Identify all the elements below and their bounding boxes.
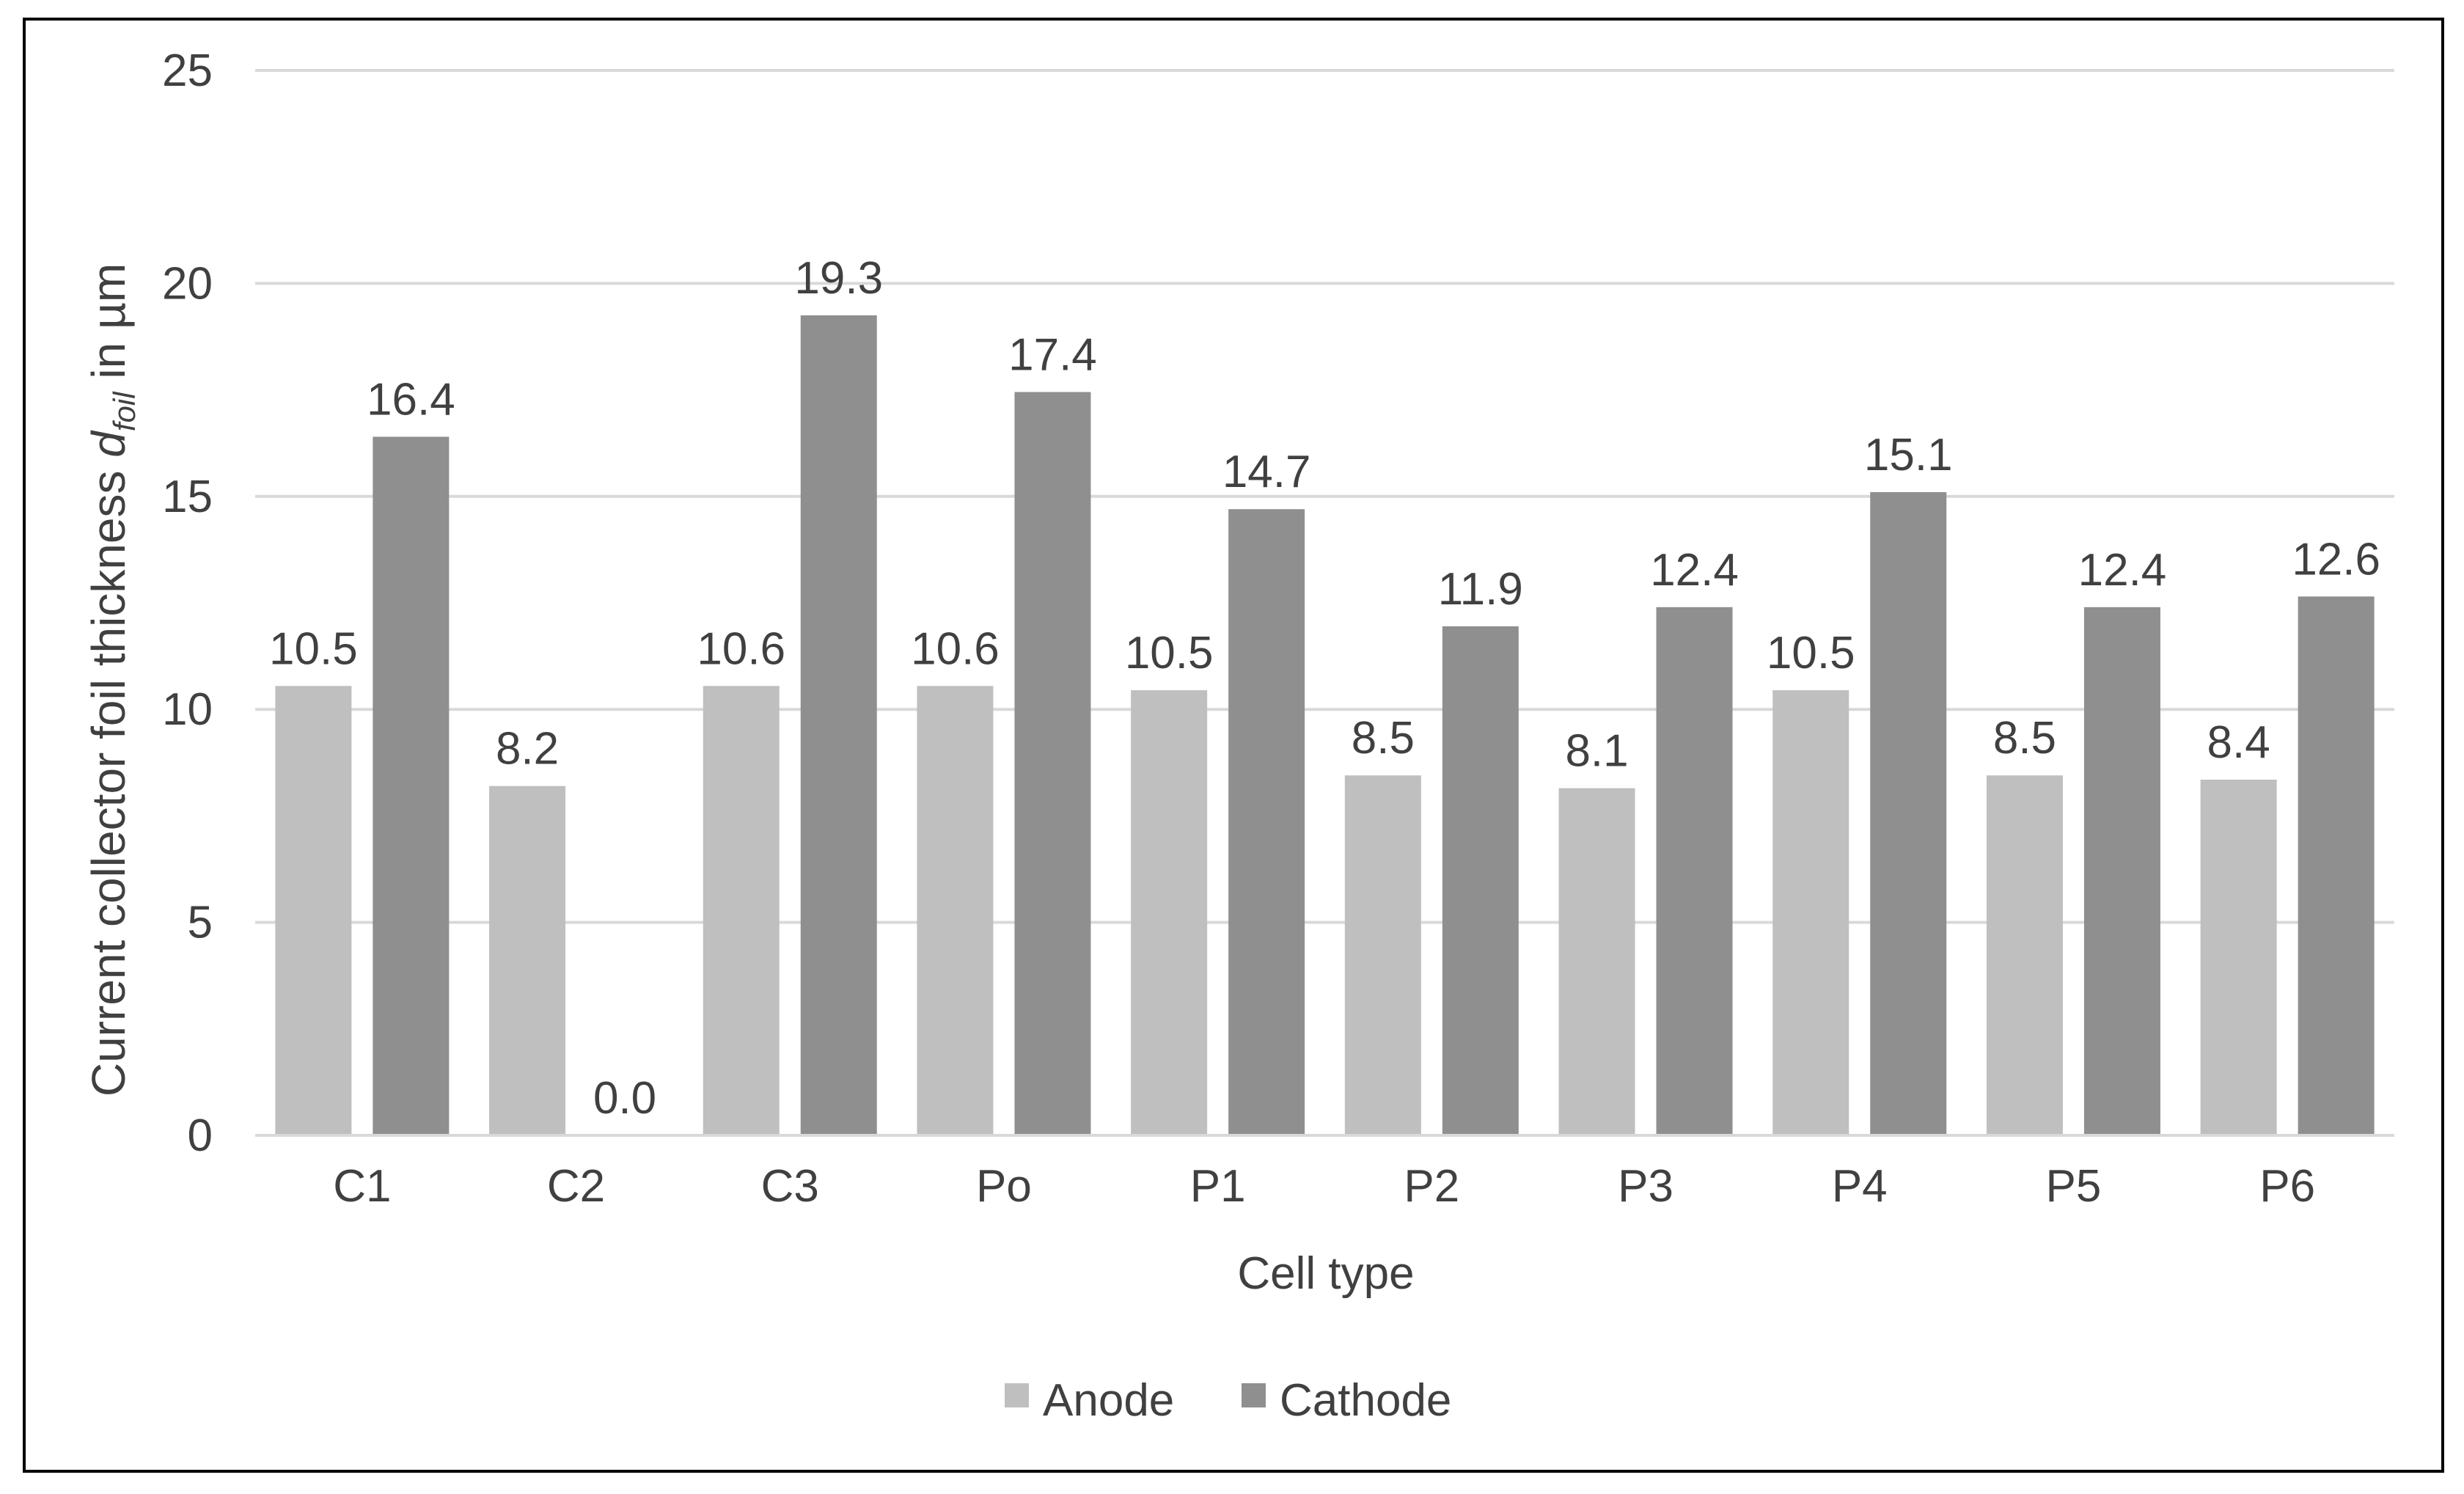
data-label-anode: 10.5 bbox=[1767, 628, 1855, 678]
x-tick-label: C3 bbox=[761, 1161, 819, 1212]
legend-label-cathode: Cathode bbox=[1280, 1375, 1451, 1426]
y-axis-label-symbol: d bbox=[82, 430, 135, 458]
bars bbox=[275, 315, 2375, 1136]
bar-cathode-p3 bbox=[1656, 607, 1733, 1135]
data-label-cathode: 0.0 bbox=[593, 1073, 656, 1124]
x-tick-label: P1 bbox=[1190, 1161, 1246, 1212]
bar-cathode-p1 bbox=[1228, 509, 1305, 1135]
data-label-anode: 10.5 bbox=[1125, 628, 1214, 678]
legend-label-anode: Anode bbox=[1043, 1375, 1174, 1426]
data-label-cathode: 17.4 bbox=[1008, 330, 1097, 381]
x-axis-ticks: C1 C2 C3 Po P1 P2 P3 P4 P5 P6 bbox=[333, 1161, 2315, 1212]
data-label-cathode: 15.1 bbox=[1864, 430, 1953, 480]
x-tick-label: P2 bbox=[1404, 1161, 1459, 1212]
x-tick-label: P4 bbox=[1832, 1161, 1888, 1212]
data-label-anode: 10.6 bbox=[697, 623, 785, 674]
x-tick-label: Po bbox=[976, 1161, 1032, 1212]
y-tick-label: 5 bbox=[188, 898, 213, 948]
y-tick-label: 0 bbox=[188, 1110, 213, 1161]
legend-swatch-cathode bbox=[1242, 1383, 1266, 1407]
bar-anode-c3 bbox=[703, 686, 780, 1135]
bar-cathode-c3 bbox=[800, 315, 877, 1136]
bar-anode-c2 bbox=[489, 786, 566, 1135]
data-label-cathode: 12.6 bbox=[2292, 534, 2380, 585]
data-label-anode: 10.5 bbox=[269, 623, 358, 674]
y-axis-label-main: Current collector foil thickness bbox=[82, 458, 135, 1096]
y-tick-label: 20 bbox=[162, 258, 213, 309]
bar-anode-c1 bbox=[275, 686, 352, 1135]
y-axis-label: Current collector foil thickness dfoil i… bbox=[82, 263, 142, 1096]
bar-cathode-p2 bbox=[1442, 626, 1519, 1135]
x-tick-label: C2 bbox=[547, 1161, 605, 1212]
bar-anode-p1 bbox=[1131, 690, 1208, 1135]
y-tick-label: 10 bbox=[162, 684, 213, 735]
x-axis-label: Cell type bbox=[1237, 1248, 1414, 1299]
data-label-cathode: 12.4 bbox=[1650, 545, 1739, 596]
data-label-anode: 8.5 bbox=[1993, 713, 2056, 764]
bar-cathode-c1 bbox=[373, 436, 450, 1135]
bar-anode-po bbox=[917, 686, 994, 1135]
x-tick-label: P5 bbox=[2046, 1161, 2102, 1212]
legend: Anode Cathode bbox=[1005, 1375, 1451, 1426]
bar-anode-p2 bbox=[1344, 775, 1421, 1135]
bar-cathode-p6 bbox=[2298, 596, 2375, 1135]
data-label-cathode: 14.7 bbox=[1222, 447, 1311, 497]
bar-anode-p4 bbox=[1772, 690, 1849, 1135]
data-label-anode: 8.4 bbox=[2207, 717, 2270, 768]
data-label-cathode: 19.3 bbox=[794, 253, 883, 304]
data-label-cathode: 16.4 bbox=[367, 374, 455, 425]
data-label-anode: 8.5 bbox=[1352, 713, 1415, 764]
x-tick-label: C1 bbox=[333, 1161, 391, 1212]
bar-cathode-p4 bbox=[1870, 491, 1947, 1135]
y-axis-ticks: 0 5 10 15 20 25 bbox=[162, 45, 213, 1161]
y-tick-label: 15 bbox=[162, 472, 213, 522]
x-tick-label: P6 bbox=[2259, 1161, 2315, 1212]
y-axis-label-subscript: foil bbox=[107, 391, 142, 431]
data-labels: 10.5 16.4 8.2 0.0 10.6 19.3 10.6 17.4 10.5 14.7 8.… bbox=[269, 253, 2380, 1124]
data-label-cathode: 11.9 bbox=[1438, 564, 1523, 615]
bar-cathode-po bbox=[1014, 392, 1091, 1135]
legend-swatch-anode bbox=[1005, 1383, 1029, 1407]
y-tick-label: 25 bbox=[162, 45, 213, 96]
y-axis-label-suffix: in µm bbox=[82, 263, 135, 392]
bar-anode-p3 bbox=[1558, 788, 1635, 1135]
bar-cathode-p5 bbox=[2083, 607, 2160, 1135]
data-label-anode: 8.1 bbox=[1565, 726, 1628, 777]
x-tick-label: P3 bbox=[1618, 1161, 1673, 1212]
data-label-cathode: 12.4 bbox=[2078, 545, 2167, 596]
data-label-anode: 8.2 bbox=[496, 724, 559, 775]
data-label-anode: 10.6 bbox=[911, 623, 1000, 674]
bar-anode-p5 bbox=[1986, 775, 2063, 1135]
bar-anode-p6 bbox=[2200, 780, 2277, 1135]
